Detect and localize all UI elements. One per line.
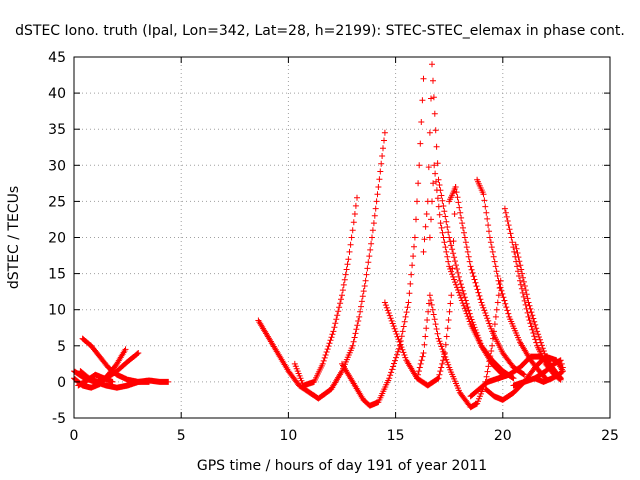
y-tick-label: 5 — [57, 339, 66, 355]
x-tick-label: 10 — [279, 428, 297, 444]
series-20 — [532, 368, 566, 385]
chart-title: dSTEC Iono. truth (Ipal, Lon=342, Lat=28… — [15, 23, 625, 39]
grid — [74, 57, 610, 418]
y-axis-label: dSTEC / TECUs — [6, 186, 22, 289]
series-points — [532, 368, 566, 385]
y-tick-label: 35 — [48, 122, 66, 138]
series-12 — [426, 162, 517, 382]
series-9 — [381, 184, 459, 389]
y-tick-label: 25 — [48, 194, 66, 210]
x-axis-label: GPS time / hours of day 191 of year 2011 — [197, 458, 487, 474]
series-14 — [474, 176, 549, 382]
y-tick-label: 0 — [57, 375, 66, 391]
series-points — [381, 184, 459, 389]
y-tick-label: 15 — [48, 267, 66, 283]
plot-data — [71, 61, 566, 411]
y-tick-label: 10 — [48, 303, 66, 319]
series-points — [426, 162, 517, 382]
x-tick-label: 25 — [601, 428, 619, 444]
y-tick-label: 20 — [48, 231, 66, 247]
series-points — [79, 335, 152, 385]
x-tick-label: 15 — [387, 428, 405, 444]
y-tick-label: -5 — [52, 411, 66, 427]
series-points — [474, 176, 549, 382]
series-7 — [291, 194, 360, 389]
y-tick-label: 45 — [48, 50, 66, 66]
y-tick-label: 30 — [48, 158, 66, 174]
series-points — [291, 194, 360, 389]
series-8 — [339, 75, 427, 409]
x-tick-label: 20 — [494, 428, 512, 444]
series-points — [339, 75, 427, 409]
x-tick-label: 0 — [70, 428, 79, 444]
series-5 — [75, 371, 116, 389]
series-3 — [79, 335, 152, 385]
y-tick-label: 40 — [48, 86, 66, 102]
x-tick-label: 5 — [177, 428, 186, 444]
series-points — [75, 371, 116, 389]
